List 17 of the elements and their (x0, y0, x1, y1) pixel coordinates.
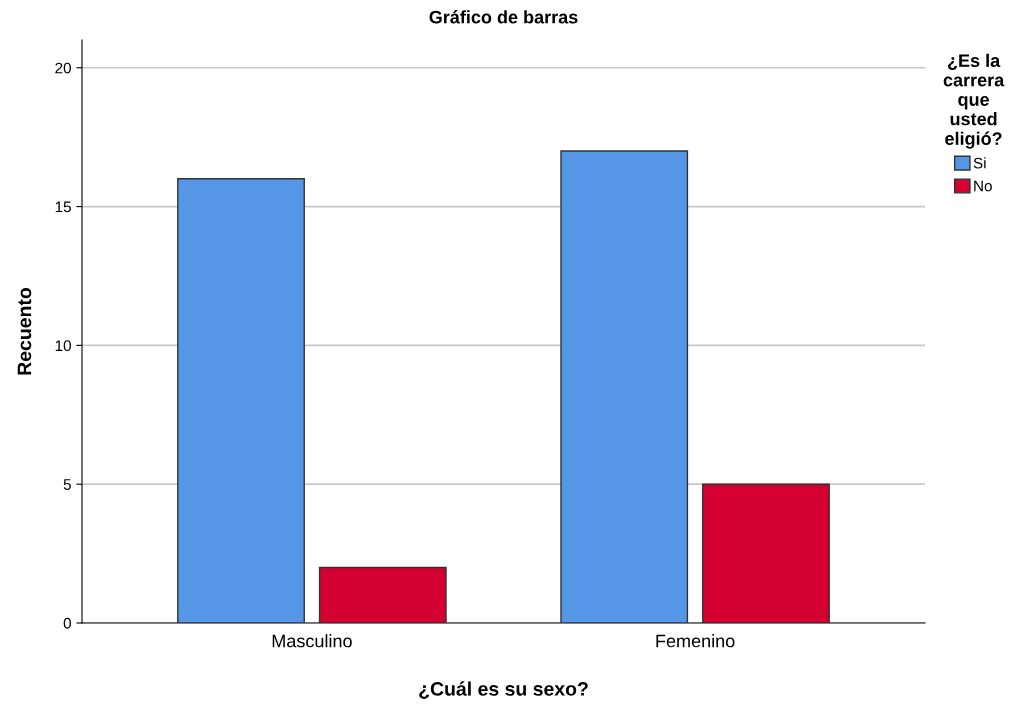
bar (318, 566, 447, 623)
bar (560, 150, 689, 623)
x-tick-label: Femenino (656, 634, 735, 648)
bar (702, 483, 830, 623)
legend-title: ¿Es la carrera que usted eligió? (943, 53, 1005, 149)
y-tick-label: 10 (55, 340, 71, 352)
y-tick-label: 20 (55, 62, 71, 74)
legend-label: Si (973, 157, 986, 169)
bar (177, 178, 305, 623)
y-tick-label: 15 (55, 201, 71, 213)
y-axis-title: Recuento (17, 287, 32, 375)
x-axis-title: ¿Cuál es su sexo? (419, 681, 588, 699)
y-tick-label: 5 (63, 479, 71, 490)
chart-title: Gráfico de barras (429, 10, 578, 24)
y-tick-label: 0 (63, 617, 71, 629)
x-tick-label: Masculino (272, 634, 352, 648)
legend-label: No (974, 180, 992, 192)
